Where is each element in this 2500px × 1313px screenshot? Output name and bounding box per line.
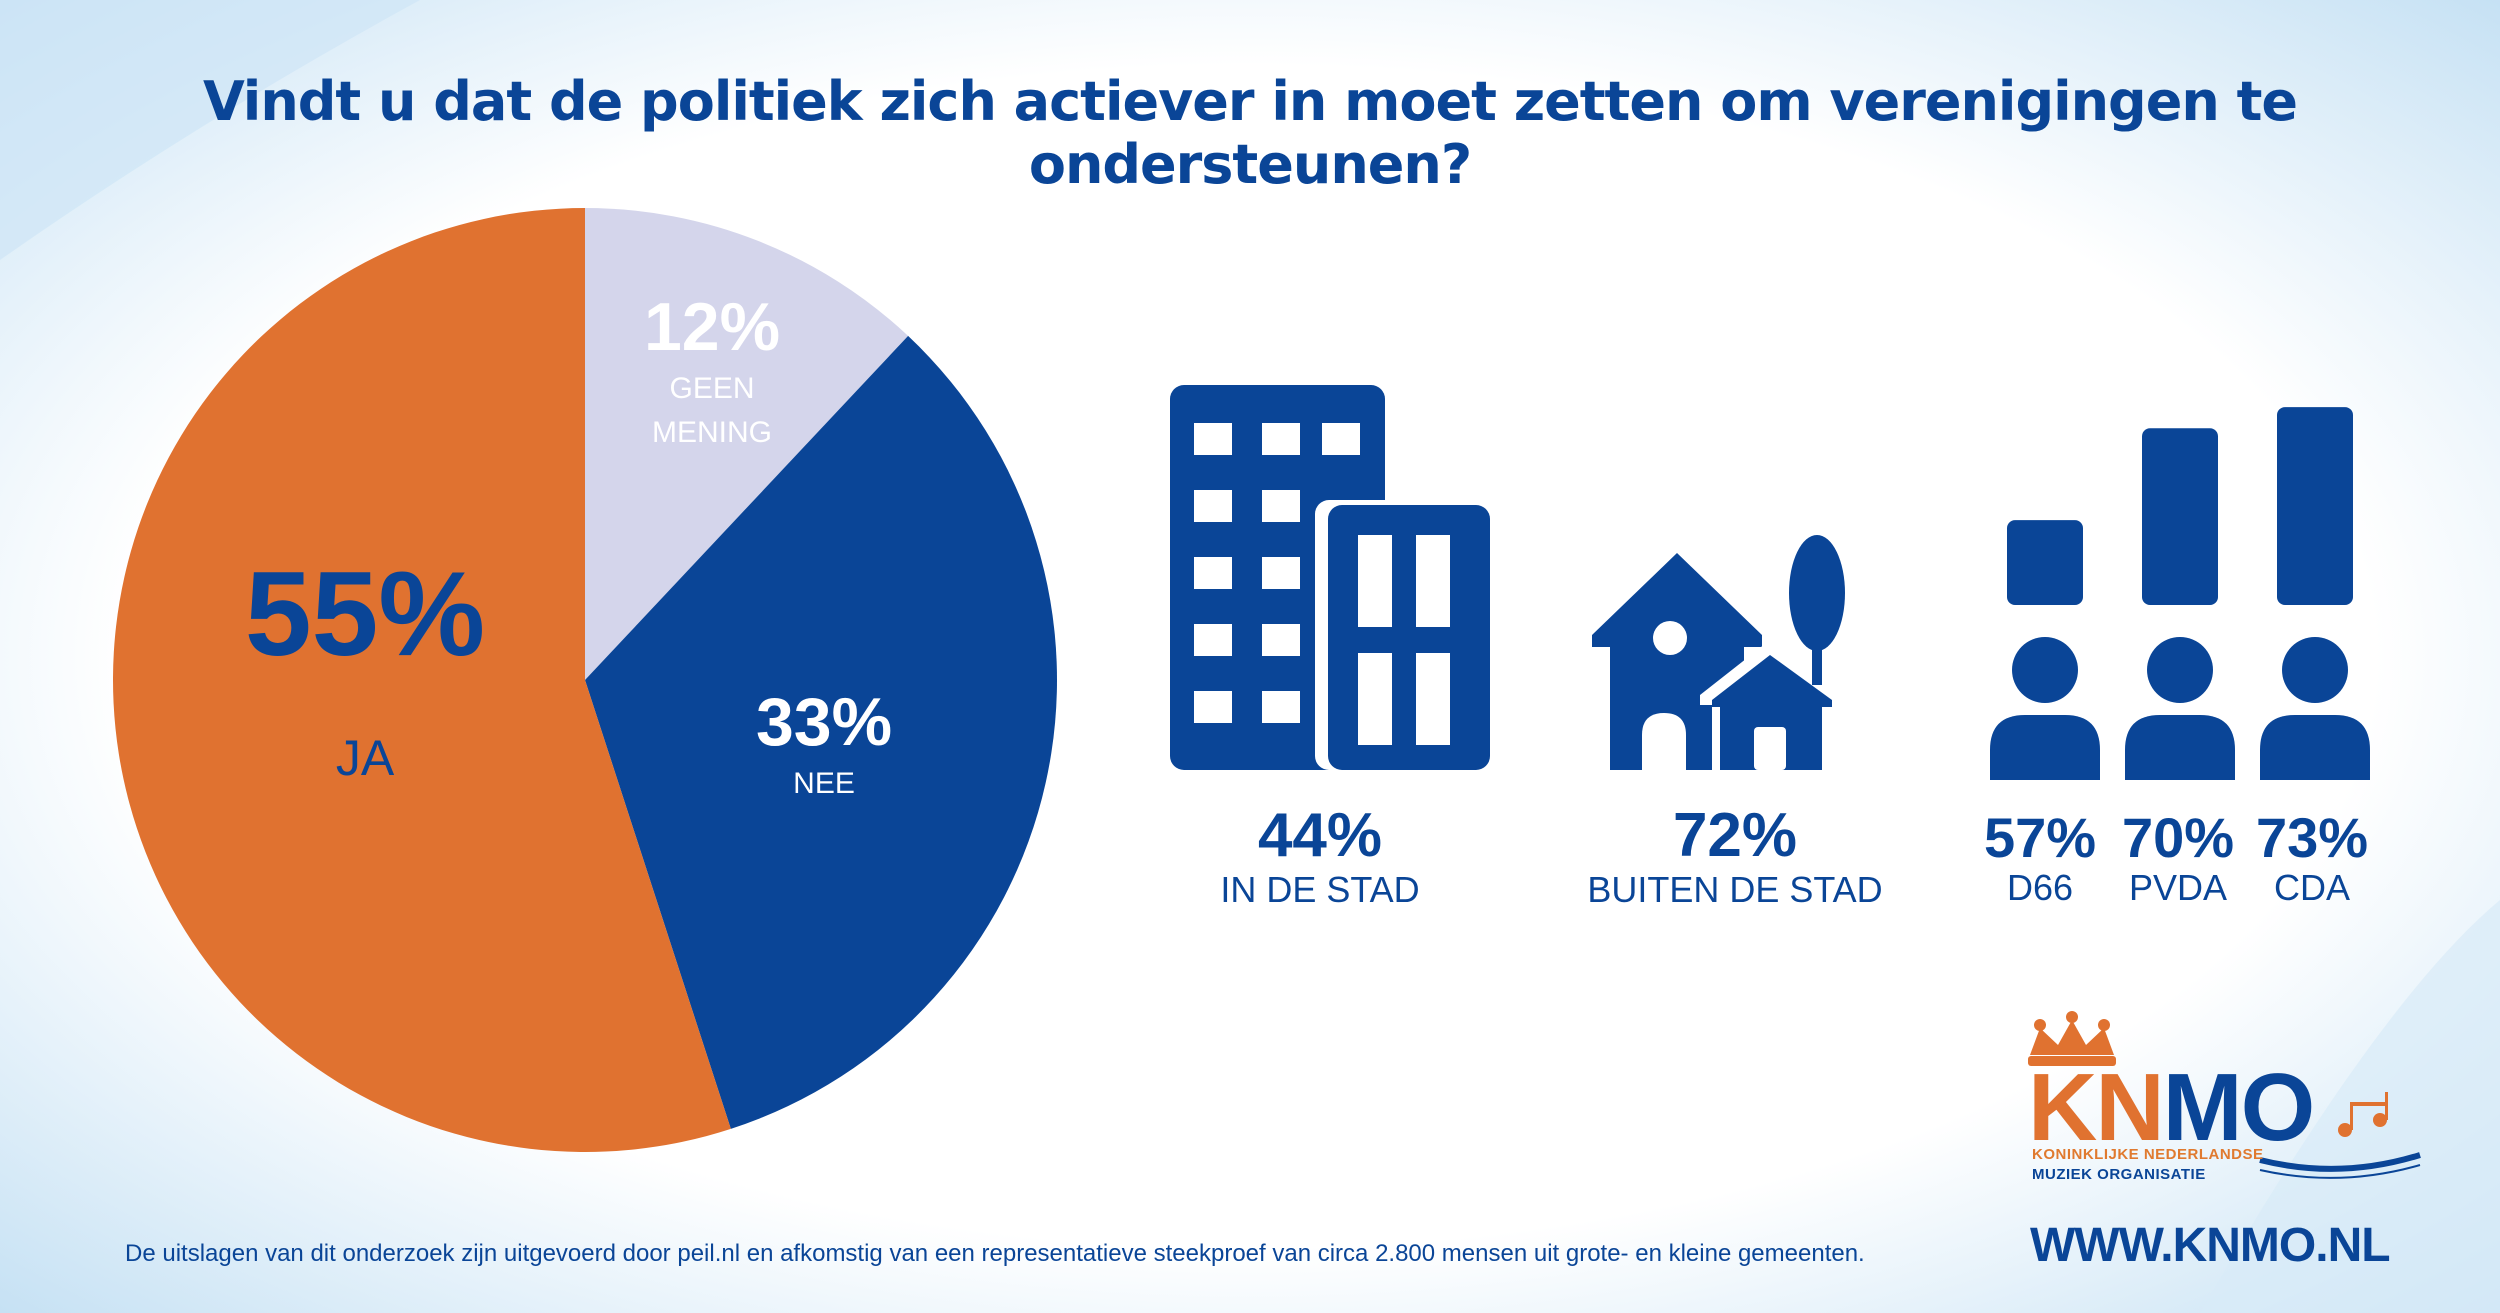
party-bar-cda xyxy=(2277,407,2353,605)
person-icon xyxy=(1990,637,2100,780)
party-label-d66: D66 xyxy=(2006,867,2074,908)
knmo-logo xyxy=(2028,1011,2421,1179)
pie-slice-nee xyxy=(585,335,1058,1129)
party-value-pvda: 70% xyxy=(2121,806,2235,869)
logo-subtitle-line1: KONINKLIJKE NEDERLANDSE xyxy=(2032,1146,2264,1163)
logo-wordmark: KNMO xyxy=(2028,1060,2315,1156)
slice-value-nee: 33% xyxy=(756,684,892,760)
crown-icon xyxy=(2028,1011,2116,1066)
logo-letters-mo: MO xyxy=(2162,1054,2316,1161)
party-value-d66: 57% xyxy=(1983,806,2097,869)
person-icon xyxy=(2125,637,2235,780)
party-label-pvda: PVDA xyxy=(2128,867,2228,908)
logo-letters-kn: KN xyxy=(2028,1054,2165,1161)
stat-value-in-de-stad: 44% xyxy=(1257,801,1383,870)
music-notes-icon xyxy=(2338,1092,2388,1137)
pie-slice-geen-mening xyxy=(585,208,909,680)
slice-label-ja: JA xyxy=(336,730,395,786)
pie-slice-ja xyxy=(113,208,731,1152)
slice-label-geen-mening-line1: GEEN xyxy=(669,372,754,405)
party-bar-chart xyxy=(1990,407,2370,780)
stat-label-in-de-stad: IN DE STAD xyxy=(1220,869,1420,910)
stat-label-buiten-de-stad: BUITEN DE STAD xyxy=(1587,869,1883,910)
person-icon xyxy=(2260,637,2370,780)
party-value-cda: 73% xyxy=(2255,806,2369,869)
footnote: De uitslagen van dit onderzoek zijn uitg… xyxy=(125,1240,1865,1267)
party-bar-pvda xyxy=(2142,428,2218,605)
party-label-cda: CDA xyxy=(2273,867,2350,908)
pie-chart: 12% GEEN MENING 33% NEE 55% JA xyxy=(113,208,1058,1152)
slice-value-geen-mening: 12% xyxy=(644,289,780,365)
city-buildings-icon xyxy=(1170,385,1490,770)
house-tree-icon xyxy=(1592,535,1845,770)
party-bar-d66 xyxy=(2007,520,2083,605)
stat-value-buiten-de-stad: 72% xyxy=(1672,801,1798,870)
slice-value-ja: 55% xyxy=(245,547,485,681)
website-link[interactable]: WWW.KNMO.NL xyxy=(2030,1219,2391,1272)
slice-label-geen-mening-line2: MENING xyxy=(652,416,772,449)
slice-label-nee: NEE xyxy=(793,767,855,800)
chart-title: Vindt u dat de politiek zich actiever in… xyxy=(202,70,2298,196)
logo-subtitle-line2: MUZIEK ORGANISATIE xyxy=(2032,1166,2206,1183)
